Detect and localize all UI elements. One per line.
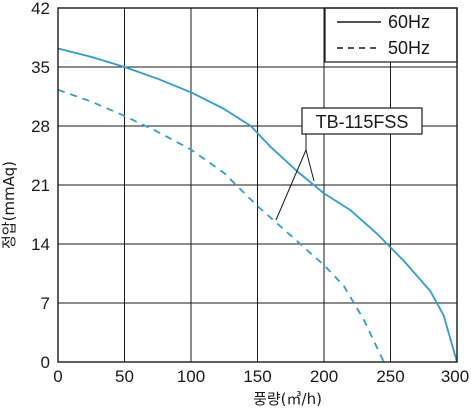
series-layer — [57, 47, 458, 363]
annotation-label: TB-115FSS — [316, 112, 409, 132]
y-tick-label: 7 — [41, 294, 50, 313]
annotation: TB-115FSS — [275, 107, 423, 221]
y-axis-title: 정압(mmAq) — [0, 161, 18, 249]
y-tick-label: 21 — [31, 176, 50, 195]
x-tick-label: 150 — [243, 367, 271, 386]
y-tick-label: 0 — [41, 353, 50, 372]
x-axis-title: 풍량(㎥/h) — [253, 390, 322, 408]
x-tick-label: 250 — [376, 367, 404, 386]
tick-labels: 0 50 100 150 200 250 300 0 7 14 21 28 35 42 — [31, 0, 469, 386]
annotation-leader-50hz — [275, 149, 307, 221]
y-tick-label: 35 — [31, 58, 50, 77]
x-tick-label: 100 — [177, 367, 205, 386]
legend-label-60hz: 60Hz — [388, 12, 430, 32]
y-tick-label: 42 — [31, 0, 50, 18]
x-tick-label: 50 — [115, 367, 134, 386]
y-tick-label: 28 — [31, 117, 50, 136]
series-line-50hz — [57, 88, 385, 363]
annotation-leader-60hz — [305, 149, 315, 182]
plot-frame — [57, 7, 458, 363]
x-tick-label: 0 — [53, 367, 62, 386]
legend: 60Hz 50Hz — [324, 7, 458, 63]
x-tick-label: 300 — [441, 367, 469, 386]
annotation-box — [301, 107, 423, 135]
x-tick-label: 200 — [310, 367, 338, 386]
legend-label-50hz: 50Hz — [388, 38, 430, 58]
series-line-60hz — [57, 47, 458, 363]
y-tick-label: 14 — [31, 235, 50, 254]
